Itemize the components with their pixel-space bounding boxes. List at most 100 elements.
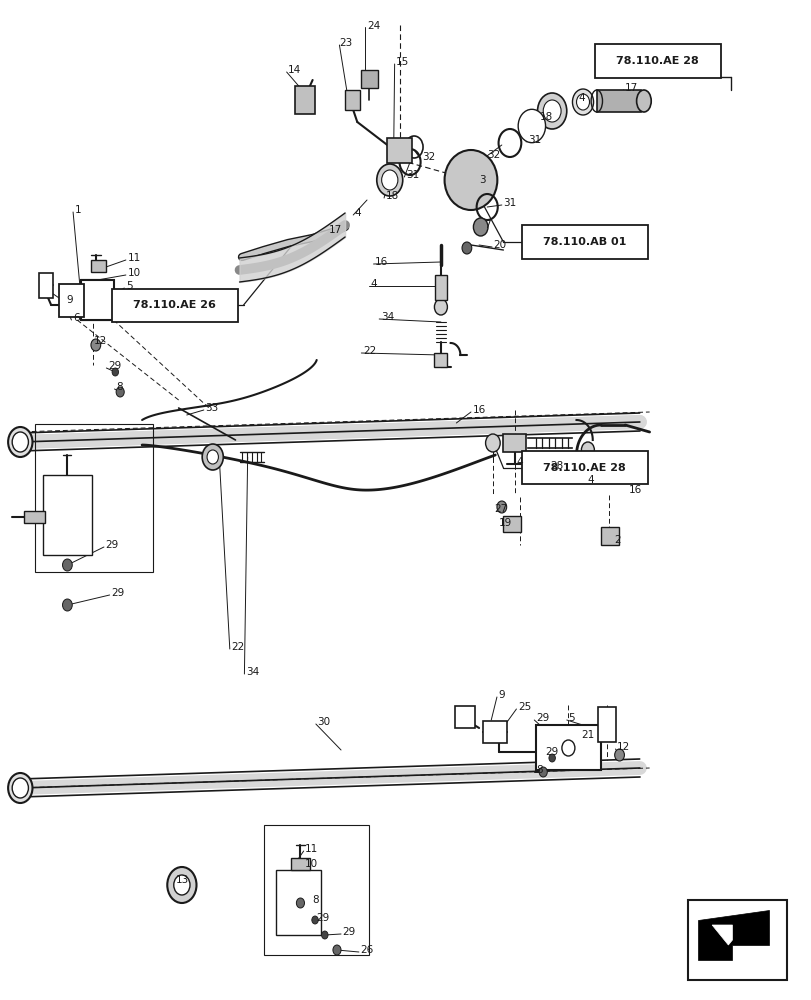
Text: 4: 4 xyxy=(587,475,594,485)
Bar xyxy=(387,138,411,163)
Text: 19: 19 xyxy=(498,518,511,528)
Circle shape xyxy=(202,444,223,470)
Bar xyxy=(596,90,641,112)
Text: 27: 27 xyxy=(494,504,507,514)
Text: 11: 11 xyxy=(127,253,140,263)
Circle shape xyxy=(8,427,32,457)
Text: 11: 11 xyxy=(305,844,318,854)
Text: 29: 29 xyxy=(535,713,548,723)
Text: 32: 32 xyxy=(422,152,435,162)
Circle shape xyxy=(614,749,624,761)
Circle shape xyxy=(434,299,447,315)
Bar xyxy=(276,870,320,935)
Circle shape xyxy=(543,100,560,122)
Circle shape xyxy=(91,339,101,351)
Text: 24: 24 xyxy=(367,21,380,31)
Circle shape xyxy=(581,442,594,458)
Circle shape xyxy=(539,767,547,777)
Text: 32: 32 xyxy=(487,150,500,160)
Circle shape xyxy=(12,432,28,452)
Text: 10: 10 xyxy=(127,268,140,278)
Circle shape xyxy=(461,242,471,254)
Text: 31: 31 xyxy=(527,135,540,145)
Text: 34: 34 xyxy=(246,667,259,677)
Circle shape xyxy=(62,599,72,611)
Circle shape xyxy=(116,387,124,397)
Text: 16: 16 xyxy=(375,257,388,267)
Circle shape xyxy=(572,89,593,115)
Text: 15: 15 xyxy=(396,57,409,67)
Text: 18: 18 xyxy=(539,112,552,122)
Circle shape xyxy=(167,867,196,903)
Text: 7: 7 xyxy=(483,220,490,230)
Circle shape xyxy=(174,875,190,895)
Bar xyxy=(434,353,447,367)
Text: 22: 22 xyxy=(363,346,375,356)
Bar xyxy=(43,475,92,555)
Bar xyxy=(39,273,53,298)
Circle shape xyxy=(12,778,28,798)
Text: 25: 25 xyxy=(517,702,530,712)
Text: 4: 4 xyxy=(577,93,584,103)
Text: 3: 3 xyxy=(478,175,485,185)
Circle shape xyxy=(112,368,118,376)
Text: 33: 33 xyxy=(205,403,218,413)
Bar xyxy=(112,288,237,322)
Text: 31: 31 xyxy=(503,198,516,208)
Text: 78.110.AE 26: 78.110.AE 26 xyxy=(133,300,216,310)
Text: 29: 29 xyxy=(342,927,355,937)
Circle shape xyxy=(8,773,32,803)
Text: 9: 9 xyxy=(67,295,73,305)
Circle shape xyxy=(518,110,544,142)
Text: 5: 5 xyxy=(568,713,574,723)
Text: 29: 29 xyxy=(108,361,121,371)
Text: 16: 16 xyxy=(629,485,642,495)
Ellipse shape xyxy=(636,90,650,112)
Text: 6: 6 xyxy=(73,313,79,323)
Circle shape xyxy=(207,450,218,464)
Bar xyxy=(454,706,474,728)
Bar xyxy=(35,424,152,572)
Bar xyxy=(598,707,616,742)
Bar xyxy=(503,516,521,532)
Text: 26: 26 xyxy=(360,945,373,955)
Circle shape xyxy=(333,945,341,955)
Circle shape xyxy=(381,170,397,190)
Text: 29: 29 xyxy=(105,540,118,550)
Text: 78.110.AE 28: 78.110.AE 28 xyxy=(616,56,698,66)
Bar xyxy=(81,280,114,320)
Bar xyxy=(361,70,377,88)
Polygon shape xyxy=(711,925,732,945)
Text: 9: 9 xyxy=(498,690,504,700)
Circle shape xyxy=(485,434,500,452)
Text: 10: 10 xyxy=(305,859,318,869)
Circle shape xyxy=(548,754,555,762)
Text: 29: 29 xyxy=(111,588,124,598)
Bar xyxy=(290,858,310,870)
Bar xyxy=(24,511,45,523)
Text: 12: 12 xyxy=(94,336,107,346)
Bar xyxy=(535,725,600,770)
Text: 78.110.AE 28: 78.110.AE 28 xyxy=(543,463,625,473)
Circle shape xyxy=(537,93,566,129)
Circle shape xyxy=(311,916,318,924)
Text: 29: 29 xyxy=(316,913,329,923)
Bar xyxy=(503,434,526,452)
Text: 4: 4 xyxy=(354,208,361,218)
Bar xyxy=(521,226,647,258)
Circle shape xyxy=(473,218,487,236)
Text: 12: 12 xyxy=(616,742,629,752)
Text: 30: 30 xyxy=(317,717,330,727)
Circle shape xyxy=(376,164,402,196)
Bar xyxy=(264,825,369,955)
Text: 28: 28 xyxy=(550,461,563,471)
Text: 17: 17 xyxy=(328,225,341,235)
Bar xyxy=(59,284,84,317)
Bar xyxy=(294,86,315,114)
Text: 22: 22 xyxy=(231,642,244,652)
Text: 8: 8 xyxy=(312,895,319,905)
Text: 14: 14 xyxy=(288,65,301,75)
Circle shape xyxy=(296,898,304,908)
Circle shape xyxy=(321,931,328,939)
Bar xyxy=(600,527,618,545)
